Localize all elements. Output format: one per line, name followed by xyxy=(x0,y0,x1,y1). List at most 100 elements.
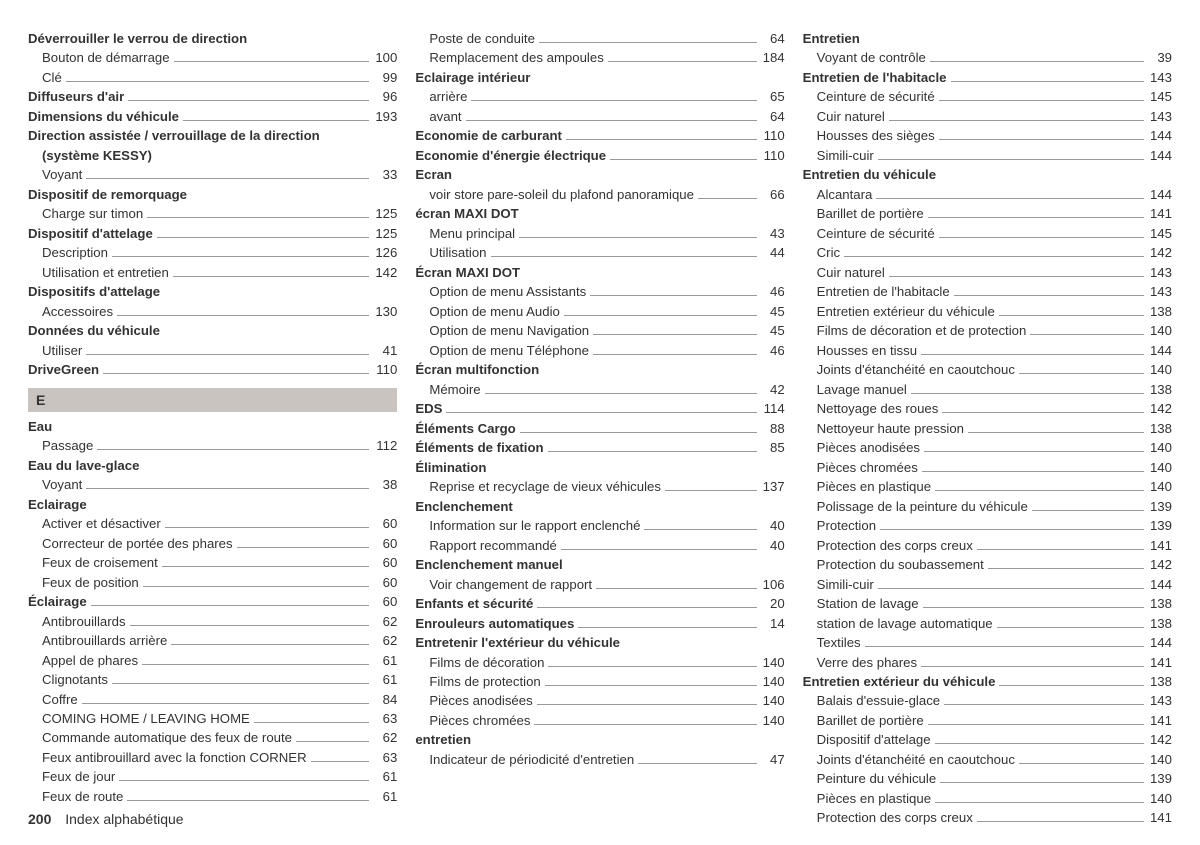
leader-line xyxy=(944,704,1144,705)
entry-label: Commande automatique des feux de route xyxy=(42,729,292,747)
leader-line xyxy=(939,100,1144,101)
entry-page: 60 xyxy=(373,515,397,533)
entry-page: 140 xyxy=(1148,322,1172,340)
entry-page: 140 xyxy=(1148,478,1172,496)
leader-line xyxy=(485,393,757,394)
leader-line xyxy=(596,588,757,589)
entry-page: 64 xyxy=(761,108,785,126)
entry-label: Lavage manuel xyxy=(817,381,907,399)
entry-page: 41 xyxy=(373,342,397,360)
footer-title: Index alphabétique xyxy=(65,811,183,827)
entry-page: 65 xyxy=(761,88,785,106)
entry-label: écran MAXI DOT xyxy=(415,205,518,223)
entry-label: Pièces anodisées xyxy=(817,439,920,457)
leader-line xyxy=(878,588,1144,589)
entry-label: Verre des phares xyxy=(817,654,917,672)
index-subentry: Ceinture de sécurité145 xyxy=(803,225,1172,243)
leader-line xyxy=(91,605,370,606)
leader-line xyxy=(130,625,370,626)
leader-line xyxy=(296,741,369,742)
entry-label: Barillet de portière xyxy=(817,205,924,223)
index-heading: Enfants et sécurité20 xyxy=(415,595,784,613)
index-subentry: Correcteur de portée des phares60 xyxy=(28,535,397,553)
entry-page: 138 xyxy=(1148,673,1172,691)
entry-label: Voyant xyxy=(42,476,82,494)
leader-line xyxy=(939,139,1144,140)
entry-label: Feux de croisement xyxy=(42,554,158,572)
entry-label: Alcantara xyxy=(817,186,873,204)
entry-label: Protection des corps creux xyxy=(817,537,973,555)
index-subentry: Option de menu Téléphone46 xyxy=(415,342,784,360)
entry-label: Dispositif d'attelage xyxy=(28,225,153,243)
index-subentry: Simili-cuir 144 xyxy=(803,576,1172,594)
entry-label: Élimination xyxy=(415,459,486,477)
entry-label: Description xyxy=(42,244,108,262)
entry-label: Appel de phares xyxy=(42,652,138,670)
entry-label: Éléments Cargo xyxy=(415,420,515,438)
leader-line xyxy=(638,763,756,764)
index-heading: Élimination xyxy=(415,459,784,477)
index-heading: EDS114 xyxy=(415,400,784,418)
column-3: EntretienVoyant de contrôle39Entretien d… xyxy=(803,30,1172,829)
entry-page: 60 xyxy=(373,593,397,611)
entry-page: 45 xyxy=(761,303,785,321)
entry-page: 140 xyxy=(1148,751,1172,769)
index-subentry: Cuir naturel143 xyxy=(803,264,1172,282)
leader-line xyxy=(1030,334,1144,335)
entry-label: Mémoire xyxy=(429,381,480,399)
leader-line xyxy=(537,704,757,705)
entry-label: Joints d'étanchéité en caoutchouc xyxy=(817,751,1015,769)
index-subentry: Protection du soubassement142 xyxy=(803,556,1172,574)
index-heading: Ecran xyxy=(415,166,784,184)
entry-page: 142 xyxy=(1148,400,1172,418)
index-heading: écran MAXI DOT xyxy=(415,205,784,223)
entry-label: Films de décoration xyxy=(429,654,544,672)
index-heading: Dispositif d'attelage125 xyxy=(28,225,397,243)
entry-page: 144 xyxy=(1148,576,1172,594)
entry-page: 61 xyxy=(373,671,397,689)
index-heading: Entretien du véhicule xyxy=(803,166,1172,184)
leader-line xyxy=(939,237,1144,238)
entry-label: Eau du lave-glace xyxy=(28,457,139,475)
entry-label: Voir changement de rapport xyxy=(429,576,592,594)
entry-label: Feux de position xyxy=(42,574,139,592)
index-subentry: Films de protection140 xyxy=(415,673,784,691)
leader-line xyxy=(593,354,757,355)
index-subentry: Films de décoration et de protection140 xyxy=(803,322,1172,340)
leader-line xyxy=(928,724,1144,725)
entry-label: Activer et désactiver xyxy=(42,515,161,533)
entry-label: Indicateur de périodicité d'entretien xyxy=(429,751,634,769)
index-subentry: station de lavage automatique138 xyxy=(803,615,1172,633)
leader-line xyxy=(446,412,756,413)
index-subentry: avant64 xyxy=(415,108,784,126)
leader-line xyxy=(924,451,1144,452)
index-subentry: Housses en tissu144 xyxy=(803,342,1172,360)
page-number: 200 xyxy=(28,811,51,827)
entry-label: Diffuseurs d'air xyxy=(28,88,124,106)
entry-label: Joints d'étanchéité en caoutchouc xyxy=(817,361,1015,379)
entry-label: Nettoyeur haute pression xyxy=(817,420,964,438)
leader-line xyxy=(254,722,369,723)
index-heading: Écran MAXI DOT xyxy=(415,264,784,282)
leader-line xyxy=(928,217,1144,218)
leader-line xyxy=(911,393,1144,394)
leader-line xyxy=(466,120,757,121)
index-subentry: Pièces en plastique140 xyxy=(803,790,1172,808)
entry-page: 142 xyxy=(1148,556,1172,574)
entry-page: 141 xyxy=(1148,712,1172,730)
leader-line xyxy=(665,490,757,491)
entry-page: 62 xyxy=(373,729,397,747)
entry-page: 140 xyxy=(761,654,785,672)
index-subentry: Textiles144 xyxy=(803,634,1172,652)
entry-label: Simili-cuir xyxy=(817,576,874,594)
entry-label: (système KESSY) xyxy=(42,147,152,165)
entry-label: Enclenchement manuel xyxy=(415,556,562,574)
leader-line xyxy=(878,159,1144,160)
entry-page: 45 xyxy=(761,322,785,340)
entry-page: 184 xyxy=(761,49,785,67)
entry-page: 144 xyxy=(1148,127,1172,145)
entry-page: 63 xyxy=(373,710,397,728)
leader-line xyxy=(173,276,370,277)
entry-label: Charge sur timon xyxy=(42,205,143,223)
index-subentry: Pièces anodisées140 xyxy=(803,439,1172,457)
